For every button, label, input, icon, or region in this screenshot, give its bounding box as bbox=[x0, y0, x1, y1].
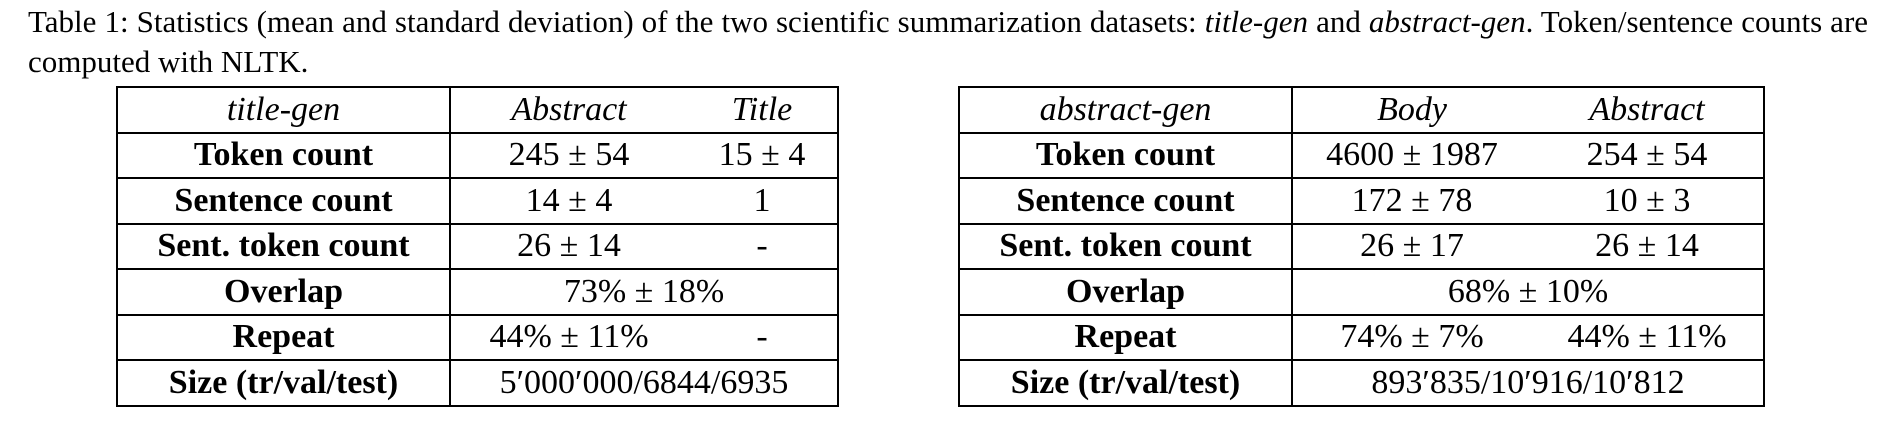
table-header-row: title-gen Abstract Title bbox=[116, 86, 839, 134]
header-cell: Abstract bbox=[1531, 86, 1765, 134]
header-cell: title-gen bbox=[116, 86, 451, 134]
row-label: Sent. token count bbox=[116, 222, 451, 270]
row-label: Sentence count bbox=[116, 177, 451, 225]
row-label: Token count bbox=[116, 131, 451, 179]
table-row: Size (tr/val/test) 5′000′000/6844/6935 bbox=[116, 359, 839, 407]
table-row: Repeat 74% ± 7% 44% ± 11% bbox=[958, 313, 1765, 361]
table-row: Token count 4600 ± 1987 254 ± 54 bbox=[958, 131, 1765, 179]
table-row: Sentence count 172 ± 78 10 ± 3 bbox=[958, 177, 1765, 225]
row-label: Overlap bbox=[958, 268, 1293, 316]
merged-cell: 893′835/10′916/10′812 bbox=[1291, 359, 1765, 407]
abstract-gen-table: abstract-gen Body Abstract Token count 4… bbox=[958, 86, 1765, 407]
row-label: Sent. token count bbox=[958, 222, 1293, 270]
table-row: Token count 245 ± 54 15 ± 4 bbox=[116, 131, 839, 179]
table-row: Sent. token count 26 ± 14 - bbox=[116, 222, 839, 270]
merged-cell: 68% ± 10% bbox=[1291, 268, 1765, 316]
table-cell: 10 ± 3 bbox=[1531, 177, 1765, 225]
title-gen-table: title-gen Abstract Title Token count 245… bbox=[116, 86, 839, 407]
table-cell: 14 ± 4 bbox=[449, 177, 687, 225]
row-label: Repeat bbox=[958, 313, 1293, 361]
row-label: Overlap bbox=[116, 268, 451, 316]
table-row: Sent. token count 26 ± 17 26 ± 14 bbox=[958, 222, 1765, 270]
row-label: Repeat bbox=[116, 313, 451, 361]
caption-dataset-a: title-gen bbox=[1204, 4, 1309, 39]
table-row: Repeat 44% ± 11% - bbox=[116, 313, 839, 361]
table-cell: 15 ± 4 bbox=[687, 131, 839, 179]
caption-connector: and bbox=[1316, 4, 1361, 39]
table-cell: 1 bbox=[687, 177, 839, 225]
table-cell: 254 ± 54 bbox=[1531, 131, 1765, 179]
row-label: Size (tr/val/test) bbox=[116, 359, 451, 407]
table-cell: 26 ± 14 bbox=[1531, 222, 1765, 270]
table-cell: - bbox=[687, 222, 839, 270]
table-cell: 245 ± 54 bbox=[449, 131, 687, 179]
table-caption: Table 1: Statistics (mean and standard d… bbox=[28, 2, 1868, 82]
header-cell: abstract-gen bbox=[958, 86, 1293, 134]
header-cell: Title bbox=[687, 86, 839, 134]
merged-cell: 5′000′000/6844/6935 bbox=[449, 359, 839, 407]
table-cell: 74% ± 7% bbox=[1291, 313, 1531, 361]
table-row: Overlap 73% ± 18% bbox=[116, 268, 839, 316]
row-label: Sentence count bbox=[958, 177, 1293, 225]
header-cell: Body bbox=[1291, 86, 1531, 134]
row-label: Token count bbox=[958, 131, 1293, 179]
table-row: Sentence count 14 ± 4 1 bbox=[116, 177, 839, 225]
header-cell: Abstract bbox=[449, 86, 687, 134]
table-row: Overlap 68% ± 10% bbox=[958, 268, 1765, 316]
caption-dataset-b: abstract-gen bbox=[1368, 4, 1526, 39]
row-label: Size (tr/val/test) bbox=[958, 359, 1293, 407]
table-cell: - bbox=[687, 313, 839, 361]
caption-text: Statistics (mean and standard deviation)… bbox=[136, 4, 1205, 39]
table-cell: 172 ± 78 bbox=[1291, 177, 1531, 225]
table-cell: 44% ± 11% bbox=[449, 313, 687, 361]
caption-label: Table 1: bbox=[28, 4, 129, 39]
table-row: Size (tr/val/test) 893′835/10′916/10′812 bbox=[958, 359, 1765, 407]
merged-cell: 73% ± 18% bbox=[449, 268, 839, 316]
table-cell: 44% ± 11% bbox=[1531, 313, 1765, 361]
caption-text-end: . Token/sentence counts are computed wit… bbox=[28, 4, 1869, 79]
table-cell: 26 ± 17 bbox=[1291, 222, 1531, 270]
table-header-row: abstract-gen Body Abstract bbox=[958, 86, 1765, 134]
table-cell: 26 ± 14 bbox=[449, 222, 687, 270]
table-cell: 4600 ± 1987 bbox=[1291, 131, 1531, 179]
